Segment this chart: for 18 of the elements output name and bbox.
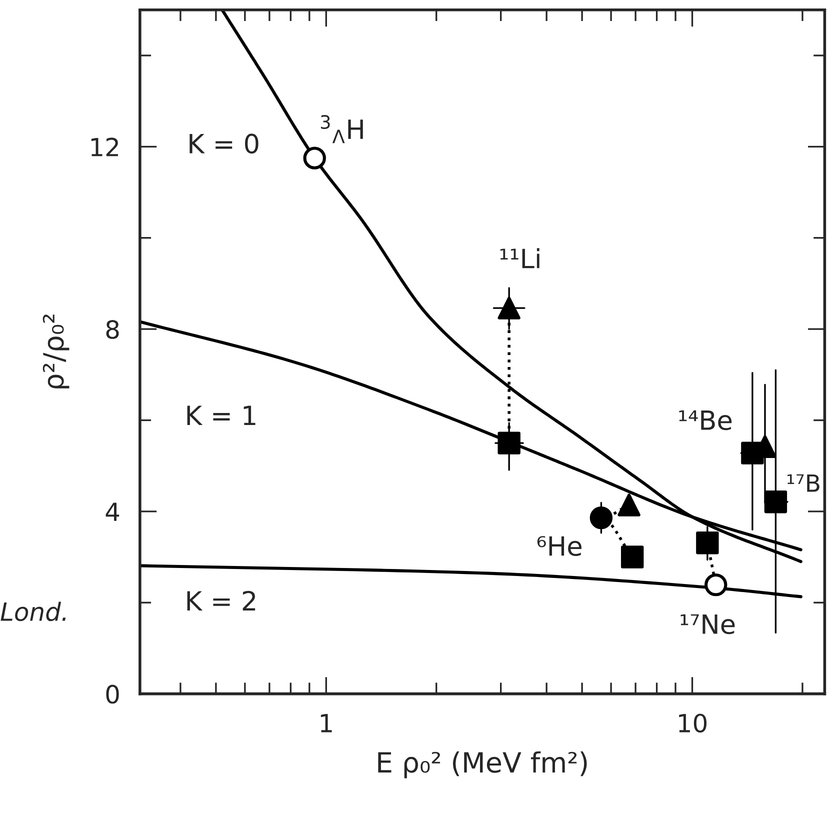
- y-tick-label: 8: [106, 320, 119, 339]
- annotation: K = 1: [187, 406, 256, 426]
- y-tick-label: 12: [91, 138, 118, 156]
- x-tick-label: 10: [679, 714, 706, 733]
- x-axis-title: E ρ₀² (MeV fm²): [378, 751, 587, 778]
- annotation: K = 0: [190, 134, 258, 154]
- annotation: ⁶He: [537, 536, 582, 556]
- annotation: $^{3}$$_{Λ}$H: [320, 115, 363, 144]
- y-tick-label: 4: [106, 502, 120, 521]
- annotation: ¹⁷Ne: [680, 614, 735, 634]
- x-tick-label: 1: [320, 714, 332, 732]
- y-tick-label: 0: [106, 684, 119, 704]
- y-axis-title: ρ²/ρ₀²: [42, 314, 70, 388]
- annotation: ¹⁷B: [787, 474, 820, 492]
- annotation: ¹⁴Be: [679, 410, 732, 430]
- text: Lond.: [0, 602, 66, 622]
- annotation: K = 2: [187, 590, 256, 610]
- annotation: ¹¹Li: [500, 248, 540, 268]
